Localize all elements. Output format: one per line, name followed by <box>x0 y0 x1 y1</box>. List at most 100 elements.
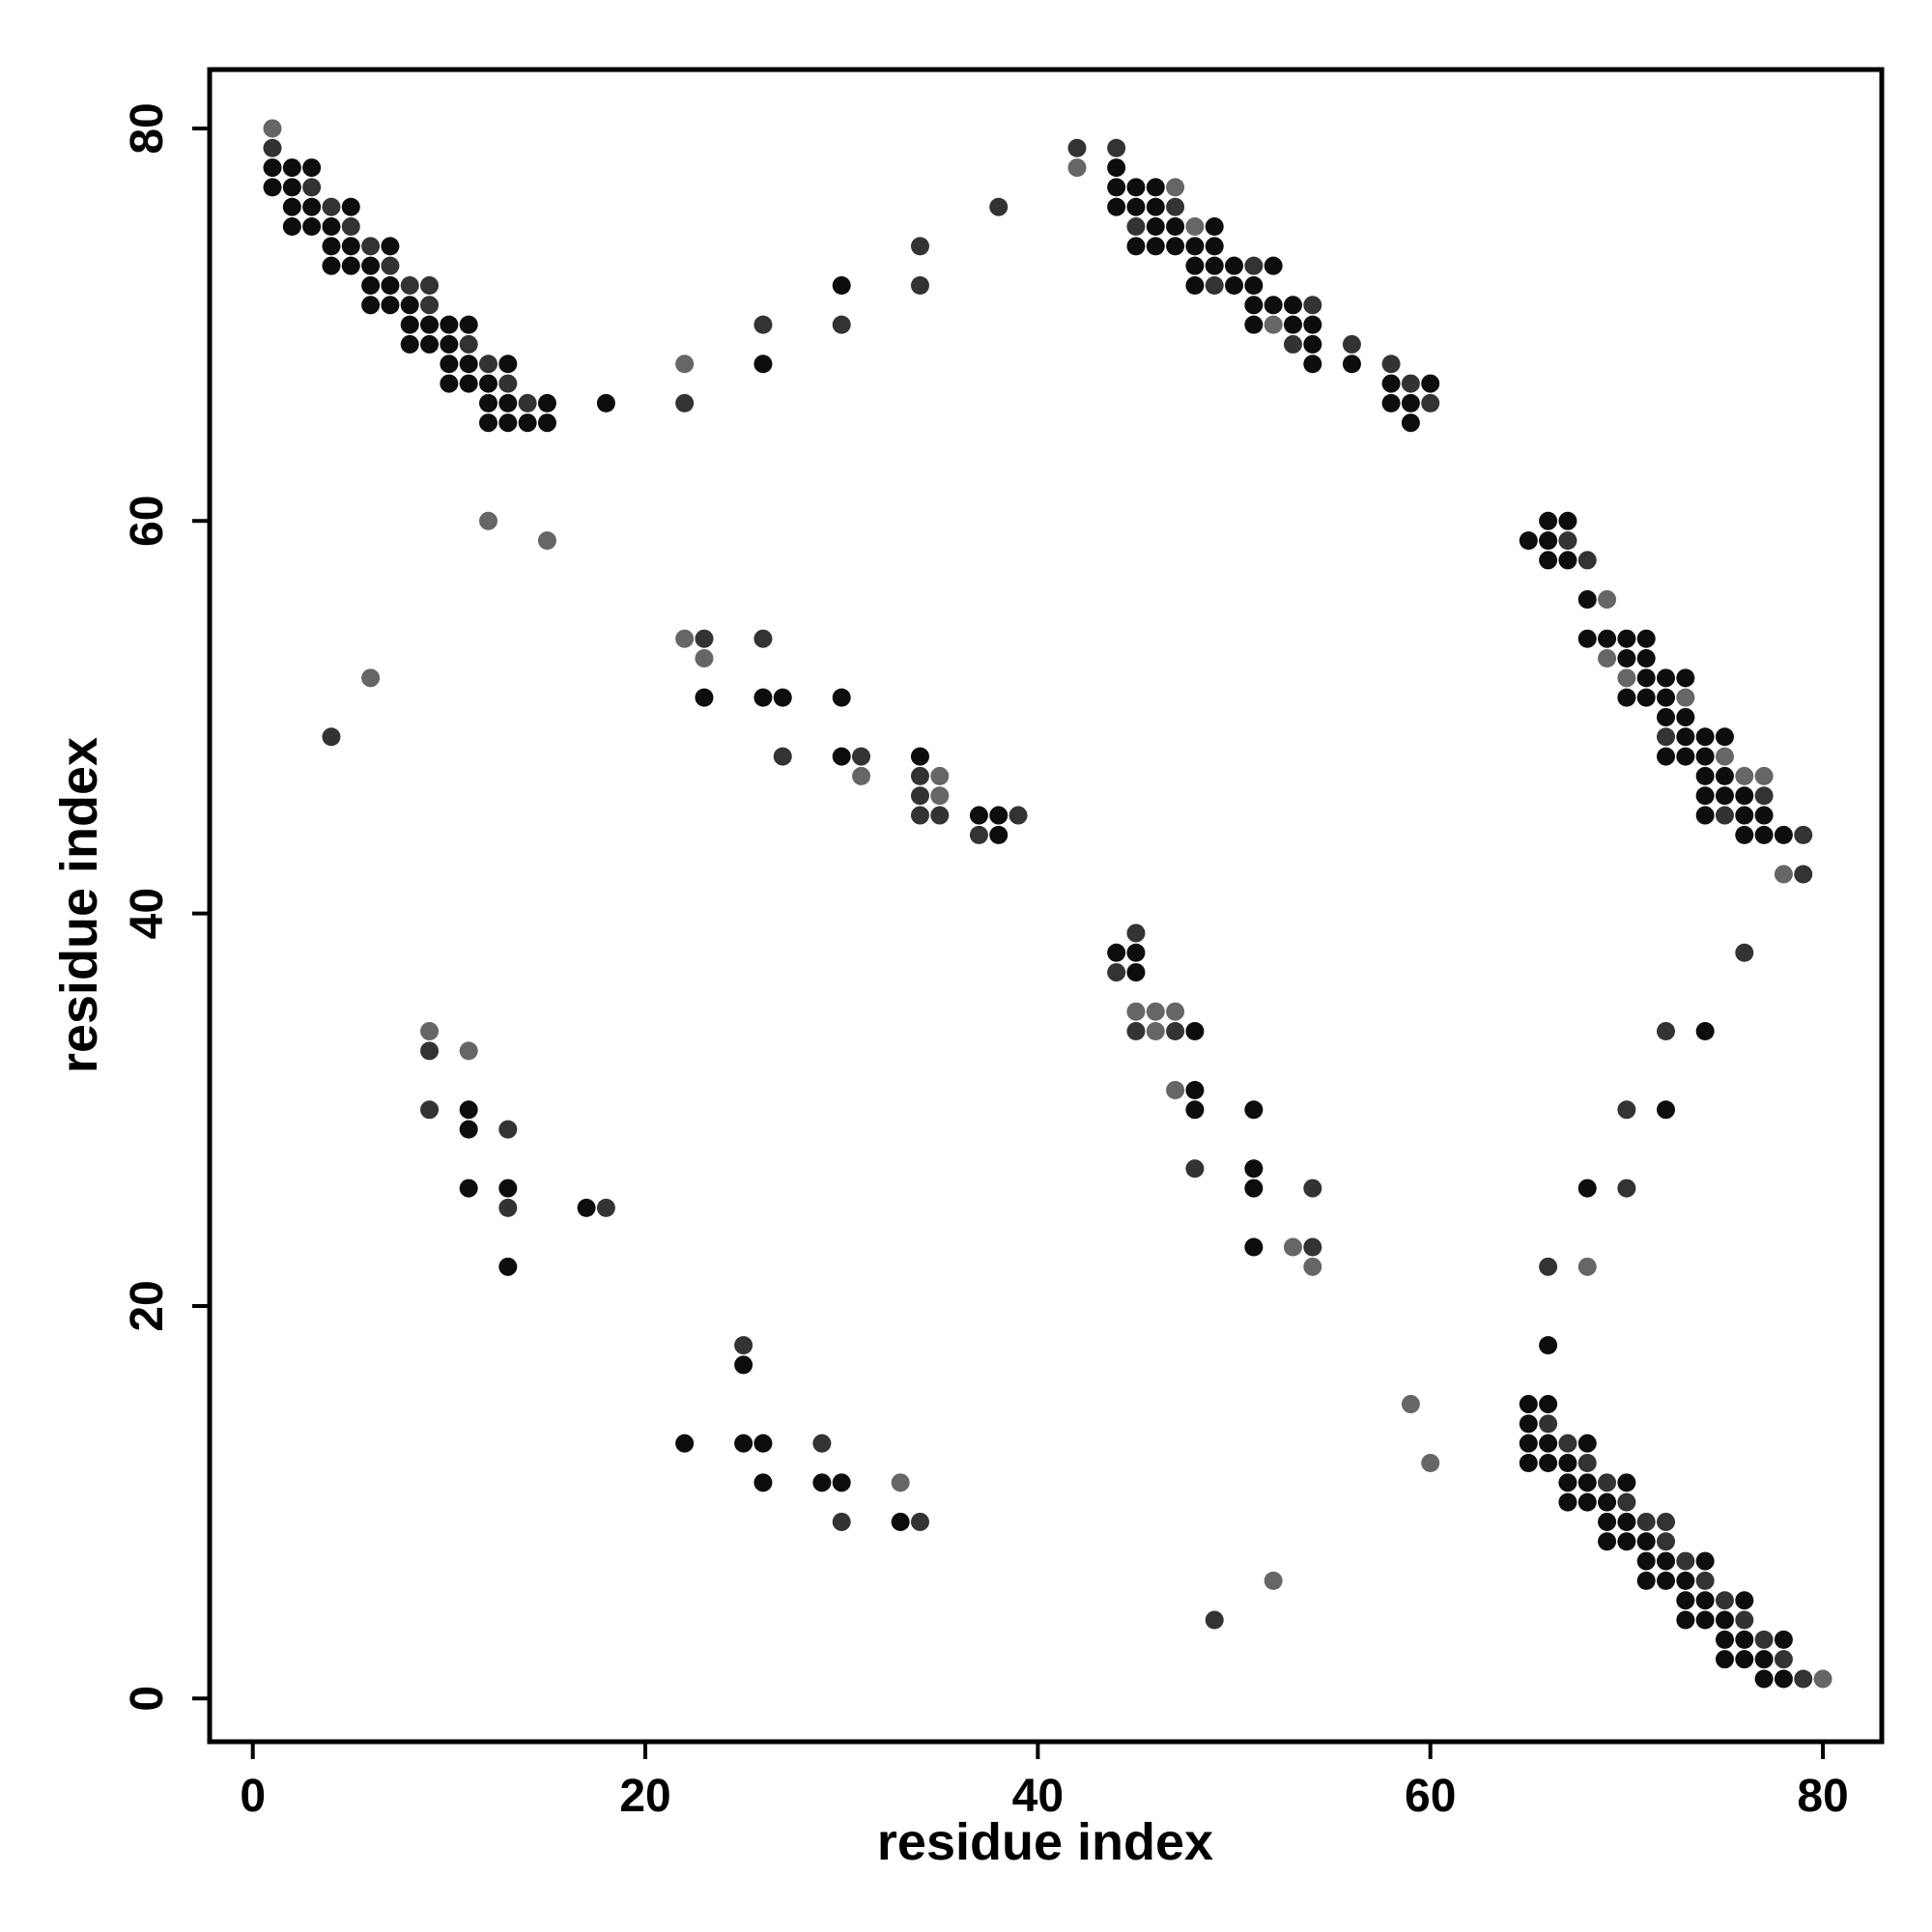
contact-point <box>1735 825 1754 844</box>
contact-point <box>1401 1395 1420 1414</box>
contact-point <box>1695 766 1715 785</box>
contact-point <box>1617 629 1636 648</box>
contact-point <box>852 766 871 785</box>
contact-point <box>1598 649 1617 668</box>
contact-point <box>1715 727 1734 747</box>
contact-point <box>1539 511 1558 530</box>
contact-point <box>1303 1257 1322 1276</box>
contact-point <box>498 1179 518 1198</box>
contact-point <box>1244 1159 1264 1179</box>
contact-point <box>1598 629 1617 648</box>
contact-point <box>322 727 341 747</box>
contact-point <box>302 178 322 197</box>
contact-point <box>1067 138 1087 157</box>
contact-point <box>400 275 419 295</box>
contact-point <box>1166 1080 1185 1099</box>
contact-point <box>969 825 988 844</box>
contact-point <box>753 1434 773 1453</box>
contact-point <box>1676 688 1695 707</box>
contact-point <box>1244 275 1264 295</box>
contact-point <box>1225 275 1244 295</box>
contact-point <box>1303 355 1322 374</box>
contact-point <box>891 1473 910 1492</box>
contact-point <box>1754 1650 1774 1669</box>
contact-point <box>1264 296 1283 315</box>
axes-layer: 0 20 40 60 80 0 20 40 60 80 <box>122 102 1849 1822</box>
contact-point <box>420 275 440 295</box>
contact-point <box>1519 1395 1538 1414</box>
contact-point <box>381 237 400 256</box>
contact-point <box>322 256 341 275</box>
contact-point <box>675 355 695 374</box>
y-axis-title: residue index <box>50 737 108 1073</box>
contact-point <box>1657 727 1676 747</box>
contact-point <box>1558 1454 1577 1472</box>
contact-point <box>1715 1610 1734 1630</box>
contact-point <box>832 1473 851 1492</box>
contact-point <box>1794 1669 1813 1689</box>
contact-point <box>773 688 792 707</box>
contact-point <box>282 217 301 237</box>
contact-point <box>1225 256 1244 275</box>
contact-point <box>910 1512 929 1531</box>
contact-point <box>1185 1100 1205 1120</box>
contact-point <box>282 197 301 216</box>
contact-point <box>695 629 714 648</box>
contact-point <box>1342 334 1361 354</box>
contact-point <box>1657 1532 1676 1551</box>
contact-point <box>1695 1551 1715 1571</box>
contact-point <box>1342 355 1361 374</box>
contact-point <box>832 747 851 766</box>
contact-point <box>1577 1434 1597 1453</box>
contact-point <box>1558 1492 1577 1512</box>
contact-point <box>341 197 360 216</box>
x-axis-title: residue index <box>877 1813 1213 1871</box>
contact-point <box>1598 590 1617 610</box>
contact-point <box>459 1179 478 1198</box>
contact-point <box>537 393 556 412</box>
contact-point <box>1794 865 1813 884</box>
contact-point <box>381 296 400 315</box>
contact-point <box>1264 1571 1283 1590</box>
contact-point <box>1598 1473 1617 1492</box>
contact-point <box>989 825 1009 844</box>
contact-point <box>400 296 419 315</box>
contact-point <box>1244 296 1264 315</box>
contact-point <box>498 374 518 393</box>
contact-point <box>1283 315 1302 334</box>
contact-point <box>1598 1532 1617 1551</box>
contact-point <box>1185 1022 1205 1041</box>
contact-point <box>263 158 282 178</box>
contact-point <box>1107 178 1126 197</box>
contact-point <box>1205 237 1224 256</box>
contact-point <box>1244 315 1264 334</box>
contact-point <box>1126 963 1146 982</box>
contact-point <box>341 256 360 275</box>
contact-point <box>1657 1571 1676 1590</box>
contact-point <box>459 1100 478 1120</box>
contact-point <box>1283 296 1302 315</box>
contact-point <box>1146 178 1165 197</box>
contact-point <box>1636 629 1656 648</box>
contact-point <box>1303 296 1322 315</box>
contact-point <box>1657 1100 1676 1120</box>
contact-point <box>381 275 400 295</box>
contact-point <box>1715 806 1734 825</box>
contact-point <box>1695 1571 1715 1590</box>
contact-point <box>1558 511 1577 530</box>
contact-point <box>263 119 282 138</box>
contact-point <box>1754 1669 1774 1689</box>
contact-point <box>1009 806 1028 825</box>
contact-point <box>577 1198 596 1217</box>
contact-point <box>479 355 497 374</box>
contact-point <box>989 197 1009 216</box>
contact-point <box>675 393 695 412</box>
contact-point <box>1577 1492 1597 1512</box>
contact-point <box>1636 1512 1656 1531</box>
contact-point <box>1539 1434 1558 1453</box>
contact-point <box>1283 1237 1302 1257</box>
contact-point <box>440 334 459 354</box>
contact-point <box>1126 1022 1146 1041</box>
contact-point <box>1205 1610 1224 1630</box>
contact-point <box>1617 1532 1636 1551</box>
